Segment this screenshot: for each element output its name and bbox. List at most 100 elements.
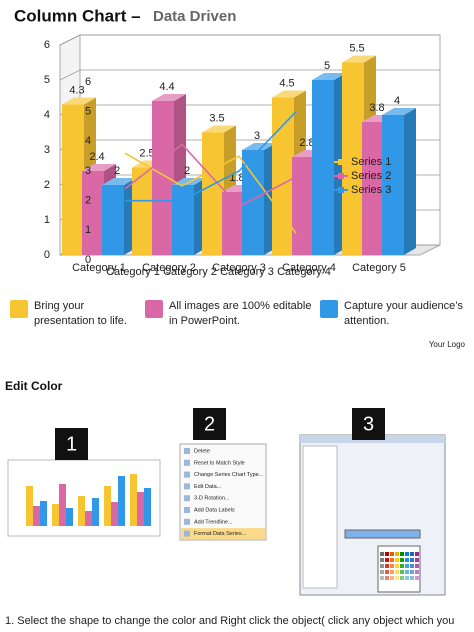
y-tick-label: 5 [44, 74, 50, 86]
step-badge [352, 408, 385, 440]
menu-icon [184, 495, 190, 502]
y-tick-label: 2 [44, 179, 50, 191]
palette-swatch [390, 570, 394, 574]
palette-swatch [405, 570, 409, 574]
bar-top [102, 178, 136, 185]
x-tick-label: Category 4 [282, 262, 336, 274]
palette-swatch [415, 552, 419, 556]
feature-swatch [10, 300, 28, 318]
logo: Your Logo [429, 340, 466, 349]
bar-top [272, 90, 306, 98]
palette-swatch [415, 570, 419, 574]
data-label: 5.5 [349, 42, 364, 54]
bar [272, 97, 294, 255]
palette-swatch [395, 552, 399, 556]
feature-text: All images are 100% editable [169, 300, 311, 312]
data-label: 3 [254, 130, 260, 142]
feature-text: in PowerPoint. [169, 315, 240, 327]
menu-icon [184, 483, 190, 490]
instruction: 1. Select the shape to change the color … [5, 615, 454, 627]
bar [172, 185, 194, 255]
menu-item: Change Series Chart Type... [194, 472, 264, 478]
palette-swatch [385, 576, 389, 580]
thumbnail-bar [137, 492, 144, 526]
x-tick-label: Category 2 [142, 262, 196, 274]
y-tick-label: 5 [85, 106, 91, 118]
bar-top [382, 108, 416, 115]
menu-item: Format Data Series... [194, 531, 247, 537]
y-tick-label: 0 [44, 249, 50, 261]
legend-marker [338, 173, 344, 179]
data-label: 2.8 [299, 137, 314, 149]
bar [292, 157, 314, 255]
slide-subtitle: Data Driven [153, 8, 236, 25]
data-label: 4.3 [69, 84, 84, 96]
menu-item: 3-D Rotation... [194, 496, 230, 502]
y-tick-label: 1 [44, 214, 50, 226]
line [125, 111, 297, 202]
thumbnail-bar [111, 502, 118, 526]
x-tick-label: Category 1 [106, 266, 160, 278]
grid-line [59, 34, 440, 46]
thumbnail-bar [104, 486, 111, 526]
palette-swatch [380, 564, 384, 568]
data-label: 4.4 [159, 81, 174, 93]
palette-swatch [400, 576, 404, 580]
x-tick-label: Category 5 [352, 262, 406, 274]
x-tick-label: Category 1 [72, 262, 126, 274]
bar [82, 171, 104, 255]
y-tick-label: 4 [44, 109, 50, 121]
feature-text: Bring your [34, 300, 84, 312]
palette-swatch [380, 552, 384, 556]
bar [132, 167, 154, 255]
palette-swatch [395, 570, 399, 574]
bar [382, 115, 404, 255]
legend-label: Series 2 [351, 170, 391, 182]
palette-swatch [405, 576, 409, 580]
palette-swatch [380, 570, 384, 574]
bar [102, 185, 124, 255]
data-label: 3.8 [369, 102, 384, 114]
palette-swatch [395, 558, 399, 562]
palette-swatch [415, 564, 419, 568]
palette-swatch [400, 552, 404, 556]
step-badge [55, 428, 88, 460]
y-tick-label: 1 [85, 224, 91, 236]
thumbnail-bar [59, 484, 66, 526]
context-menu [179, 443, 267, 541]
data-label: 5 [324, 60, 330, 72]
palette-swatch [395, 576, 399, 580]
feature-swatch [145, 300, 163, 318]
menu-icon [184, 530, 190, 537]
palette-swatch [385, 558, 389, 562]
palette-swatch [405, 558, 409, 562]
thumbnail-bar [40, 501, 47, 526]
palette-swatch [415, 576, 419, 580]
thumbnail-bar [52, 504, 59, 526]
x-tick-label: Category 4 [277, 266, 331, 278]
bar [342, 62, 364, 255]
legend-label: Series 1 [351, 156, 391, 168]
x-tick-label: Category 3 [212, 262, 266, 274]
feature-swatch [320, 300, 338, 318]
data-label: 2.5 [139, 147, 154, 159]
palette-swatch [380, 558, 384, 562]
bar [222, 192, 244, 255]
palette-swatch [380, 576, 384, 580]
line [124, 152, 297, 234]
legend-marker [338, 159, 344, 165]
palette-swatch [390, 576, 394, 580]
bar-top [202, 125, 236, 133]
palette-swatch [410, 576, 414, 580]
palette-swatch [410, 564, 414, 568]
bar [312, 80, 334, 255]
y-tick-label: 3 [85, 165, 91, 177]
thumbnail-bar [92, 498, 99, 526]
palette-swatch [410, 570, 414, 574]
bar [202, 132, 224, 255]
palette-swatch [400, 564, 404, 568]
menu-item: Add Trendline... [194, 519, 233, 525]
menu-item: Edit Data... [194, 484, 222, 490]
